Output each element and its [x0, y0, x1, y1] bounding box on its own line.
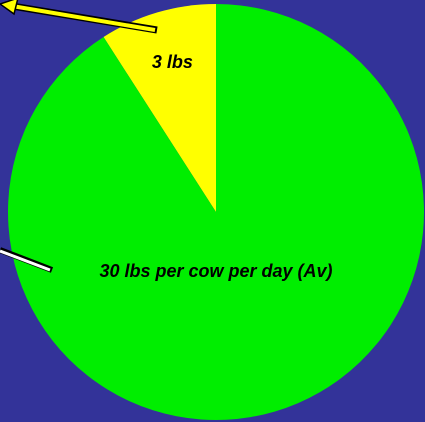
pie	[7, 4, 424, 420]
white-arrow	[0, 247, 54, 273]
arrow-head	[0, 0, 19, 16]
pie-slice	[103, 4, 216, 212]
slice-label: 3 lbs	[152, 52, 193, 72]
slice-label: 30 lbs per cow per day (Av)	[99, 261, 332, 281]
labels: 3 lbs 30 lbs per cow per day (Av)	[99, 52, 332, 281]
arrow-shaft	[0, 249, 51, 272]
pie-slice	[7, 4, 424, 420]
yellow-arrow	[0, 0, 158, 34]
arrow-shaft	[11, 4, 156, 32]
